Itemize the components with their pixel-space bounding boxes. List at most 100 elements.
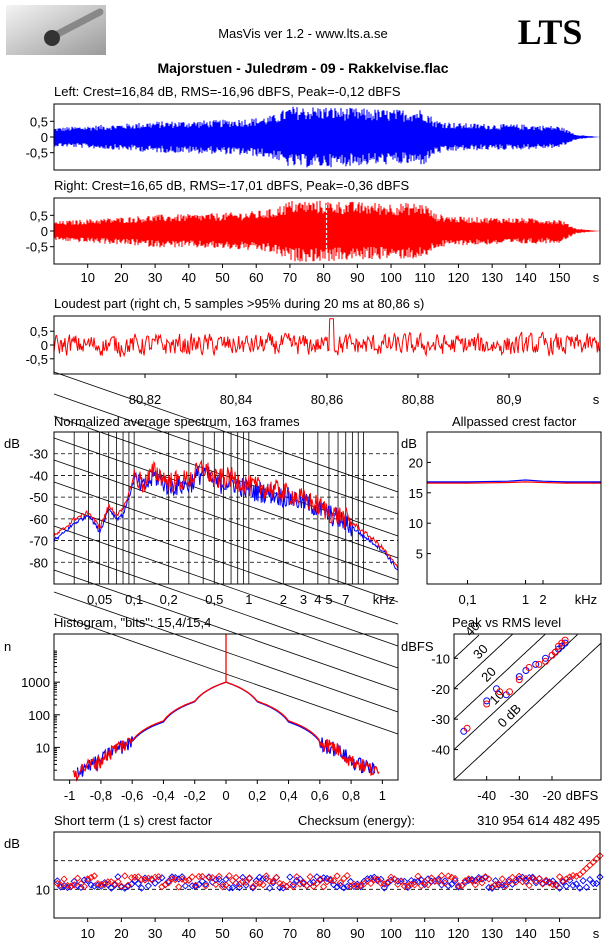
- y-tick-label: -0,5: [26, 240, 48, 255]
- x-tick-label: 70: [283, 270, 297, 285]
- shortcrest-point-right: [90, 872, 99, 880]
- x-tick-label: 0: [222, 788, 229, 803]
- y-tick-label: -0,5: [26, 146, 48, 161]
- x-tick-label: 100: [380, 926, 402, 941]
- shortcrest-point-right: [232, 873, 240, 882]
- allpass-y-unit: dB: [401, 436, 417, 451]
- peakrms-diagonal: [453, 634, 578, 750]
- shortcrest-point-right: [191, 881, 200, 889]
- shortcrest-point-left: [60, 882, 68, 890]
- peakrms-title: Peak vs RMS level: [452, 615, 561, 630]
- peakrms-diagonal-label: 30: [470, 641, 491, 662]
- shortcrest-point-left: [111, 881, 119, 889]
- shortcrest-point-right: [400, 882, 409, 890]
- x-tick-label: -0,6: [121, 788, 143, 803]
- shortcrest-point-right: [471, 881, 479, 889]
- x-tick-label: 90: [350, 926, 364, 941]
- shortcrest-point-left: [367, 874, 375, 882]
- shortcrest-point-right: [293, 873, 301, 881]
- x-tick-label: 0,2: [160, 592, 178, 607]
- x-tick-label: 2: [539, 592, 546, 607]
- x-tick-label: 3: [300, 592, 307, 607]
- shortcrest-point-right: [198, 872, 206, 881]
- x-tick-label: 140: [515, 926, 537, 941]
- y-tick-label: 10: [409, 516, 423, 531]
- shortcrest-point-left: [144, 882, 153, 890]
- x-tick-label: 140: [515, 270, 537, 285]
- shortcrest-point-right: [417, 882, 426, 890]
- shortcrest-point-right: [84, 875, 92, 883]
- x-tick-label: 130: [481, 926, 503, 941]
- x-tick-label: 0,5: [205, 592, 223, 607]
- shortcrest-point-right: [222, 881, 230, 889]
- shortcrest-point-right: [178, 875, 186, 883]
- x-tick-label: 150: [549, 926, 571, 941]
- peakrms-point-left: [532, 660, 540, 668]
- spectrum-slope-line: [53, 503, 399, 625]
- spectrum-slope-line: [53, 569, 399, 691]
- shortcrest-point-left: [252, 877, 260, 885]
- y-tick-label: 20: [409, 455, 423, 470]
- shortcrest-point-right: [552, 881, 560, 890]
- shortcrest-point-left: [434, 875, 442, 884]
- chart-frame-loudest: [53, 315, 601, 375]
- x-tick-label: 1: [379, 788, 386, 803]
- spectrum-slope-line: [53, 525, 399, 647]
- shortcrest-point-right: [485, 875, 493, 883]
- shortcrest-point-right: [390, 875, 399, 883]
- shortcrest-point-right: [458, 882, 466, 890]
- spectrum-slope-line: [53, 481, 399, 603]
- shortcrest-point-right: [53, 879, 62, 888]
- x-tick-label: 80: [316, 926, 330, 941]
- shortcrest-point-left: [306, 879, 314, 887]
- shortcrest-point-right: [330, 876, 338, 885]
- x-tick-label: 110: [414, 926, 435, 941]
- shortcrest-point-right: [515, 872, 523, 880]
- y-tick-label: 0: [41, 224, 48, 239]
- shortcrest-point-left: [370, 873, 378, 881]
- loudest-part-line: [53, 318, 601, 358]
- shortcrest-point-right: [367, 879, 375, 888]
- track-title: Majorstuen - Juledrøm - 09 - Rakkelvise.…: [158, 60, 449, 76]
- shortcrest-point-left: [239, 873, 247, 882]
- shortcrest-point-right: [498, 875, 506, 883]
- y-tick-label: -50: [29, 490, 48, 505]
- shortcrest-point-right: [431, 877, 439, 886]
- shortcrest-point-right: [316, 875, 324, 883]
- x-tick-label: -1: [64, 788, 76, 803]
- shortcrest-point-right: [225, 872, 233, 880]
- x-tick-label: 30: [148, 926, 162, 941]
- shortcrest-point-left: [191, 882, 200, 891]
- shortcrest-point-left: [249, 884, 257, 892]
- shortcrest-point-right: [353, 882, 361, 890]
- shortcrest-point-left: [437, 881, 446, 889]
- shortcrest-point-left: [266, 884, 274, 892]
- y-tick-label: 0: [41, 130, 48, 145]
- shortcrest-point-right: [175, 883, 183, 891]
- shortcrest-point-right: [117, 882, 126, 890]
- peakrms-point-right: [561, 636, 569, 644]
- x-tick-label: -0,8: [90, 788, 112, 803]
- shortcrest-point-right: [107, 878, 115, 886]
- shortcrest-point-left: [576, 884, 584, 892]
- shortcrest-point-right: [141, 876, 149, 884]
- shortcrest-point-right: [370, 875, 378, 884]
- shortcrest-point-right: [181, 876, 190, 885]
- shortcrest-point-right: [151, 873, 159, 881]
- peakrms-point-right: [542, 657, 549, 665]
- spectrum-slope-line: [53, 547, 399, 669]
- shortcrest-point-right: [259, 881, 267, 889]
- spectrum-line-right: [53, 459, 399, 570]
- peakrms-point-right: [535, 660, 543, 668]
- peakrms-point-right: [515, 676, 523, 684]
- shortcrest-point-right: [286, 880, 294, 888]
- shortcrest-point-left: [202, 880, 210, 888]
- shortcrest-point-left: [414, 877, 422, 886]
- x-tick-label: 0,4: [280, 788, 298, 803]
- right-channel-title: Right: Crest=16,65 dB, RMS=-17,01 dBFS, …: [54, 178, 409, 193]
- x-tick-label: 60: [249, 926, 263, 941]
- peakrms-diagonal: [453, 642, 602, 781]
- x-tick-label: 90: [350, 270, 364, 285]
- x-tick-label: 50: [215, 926, 229, 941]
